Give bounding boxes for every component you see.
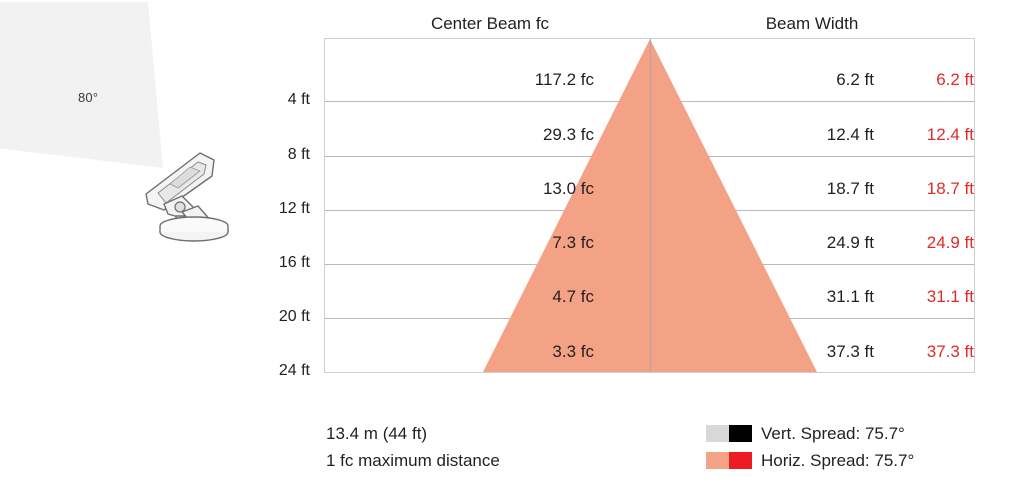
cell-beam-width-horiz: 6.2 ft [936,70,974,89]
max-distance-info: 13.4 m (44 ft) 1 fc maximum distance [326,420,500,474]
legend-swatch-line [729,425,752,442]
legend-swatch-fill [706,425,729,442]
beam-angle-label: 80° [78,90,99,105]
legend-swatch-vertical [706,425,752,442]
cell-center-beam-fc: 7.3 fc [552,233,594,252]
light-beam-cone-icon [0,2,163,168]
legend-item-horizontal-spread: Horiz. Spread: 75.7° [706,447,914,474]
max-distance-note: 1 fc maximum distance [326,451,500,470]
cell-beam-width-vert: 31.1 ft [826,287,874,306]
legend-swatch-line [729,452,752,469]
max-distance-value: 13.4 m (44 ft) [326,424,428,443]
cell-beam-width-horiz: 37.3 ft [926,342,974,361]
y-tick-label: 4 ft [287,91,310,108]
cell-center-beam-fc: 13.0 fc [542,179,594,198]
fixture-illustration: 80° [0,0,270,260]
floodlight-fixture-icon [145,152,229,242]
cell-beam-width-horiz: 18.7 ft [926,179,974,198]
cell-center-beam-fc: 3.3 fc [552,342,594,361]
y-tick-label: 24 ft [278,362,310,379]
legend: Vert. Spread: 75.7° Horiz. Spread: 75.7° [706,420,914,474]
y-tick-label: 16 ft [278,254,310,271]
cell-beam-width-vert: 24.9 ft [826,233,874,252]
cell-beam-width-vert: 6.2 ft [836,70,874,89]
y-tick-label: 8 ft [287,146,310,163]
legend-item-vertical-spread: Vert. Spread: 75.7° [706,420,914,447]
cell-center-beam-fc: 117.2 fc [534,70,594,89]
column-header-center-beam-fc: Center Beam fc [430,14,550,33]
cell-beam-width-vert: 12.4 ft [826,125,874,144]
y-tick-label: 20 ft [278,308,310,325]
legend-swatch-horizontal [706,452,752,469]
beam-distribution-chart [324,38,975,373]
cell-beam-width-vert: 18.7 ft [826,179,874,198]
cell-beam-width-vert: 37.3 ft [826,342,874,361]
y-axis: 4 ft 8 ft 12 ft 16 ft 20 ft 24 ft [250,38,318,379]
cell-beam-width-horiz: 12.4 ft [926,125,974,144]
column-header-beam-width: Beam Width [765,14,859,33]
y-tick-label: 12 ft [278,200,310,217]
legend-swatch-fill [706,452,729,469]
beam-center-line [650,39,651,372]
cell-center-beam-fc: 4.7 fc [552,287,594,306]
cell-center-beam-fc: 29.3 fc [542,125,594,144]
legend-label-horizontal: Horiz. Spread: 75.7° [761,450,915,470]
cell-beam-width-horiz: 24.9 ft [926,233,974,252]
cell-beam-width-horiz: 31.1 ft [926,287,974,306]
legend-label-vertical: Vert. Spread: 75.7° [761,423,905,443]
